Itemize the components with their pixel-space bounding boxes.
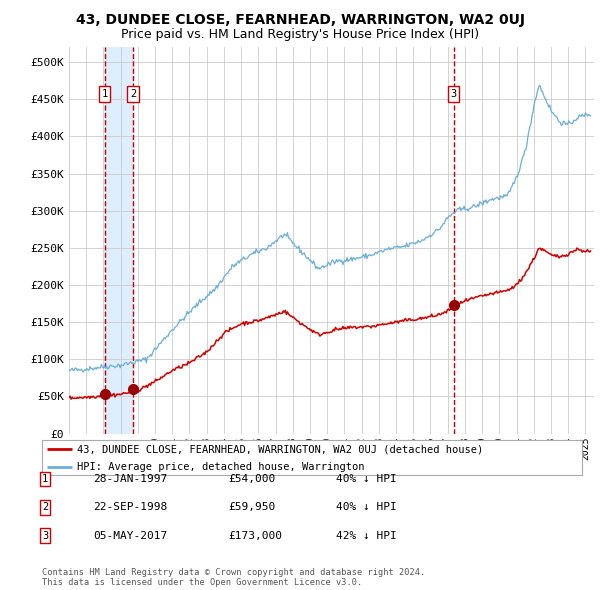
Text: Contains HM Land Registry data © Crown copyright and database right 2024.
This d: Contains HM Land Registry data © Crown c…	[42, 568, 425, 587]
Text: 43, DUNDEE CLOSE, FEARNHEAD, WARRINGTON, WA2 0UJ (detached house): 43, DUNDEE CLOSE, FEARNHEAD, WARRINGTON,…	[77, 444, 484, 454]
Text: Price paid vs. HM Land Registry's House Price Index (HPI): Price paid vs. HM Land Registry's House …	[121, 28, 479, 41]
Text: 05-MAY-2017: 05-MAY-2017	[93, 531, 167, 540]
Text: 2: 2	[130, 89, 136, 99]
Bar	[104, 47, 133, 434]
Text: £173,000: £173,000	[228, 531, 282, 540]
Text: 2: 2	[42, 503, 48, 512]
Text: 40% ↓ HPI: 40% ↓ HPI	[336, 474, 397, 484]
Text: 43, DUNDEE CLOSE, FEARNHEAD, WARRINGTON, WA2 0UJ: 43, DUNDEE CLOSE, FEARNHEAD, WARRINGTON,…	[76, 13, 524, 27]
Text: 3: 3	[451, 89, 457, 99]
Text: £59,950: £59,950	[228, 503, 275, 512]
Text: 42% ↓ HPI: 42% ↓ HPI	[336, 531, 397, 540]
Text: £54,000: £54,000	[228, 474, 275, 484]
Text: 28-JAN-1997: 28-JAN-1997	[93, 474, 167, 484]
Text: 3: 3	[42, 531, 48, 540]
Text: 1: 1	[101, 89, 108, 99]
Text: 1: 1	[42, 474, 48, 484]
Text: HPI: Average price, detached house, Warrington: HPI: Average price, detached house, Warr…	[77, 462, 365, 472]
Text: 22-SEP-1998: 22-SEP-1998	[93, 503, 167, 512]
Text: 40% ↓ HPI: 40% ↓ HPI	[336, 503, 397, 512]
